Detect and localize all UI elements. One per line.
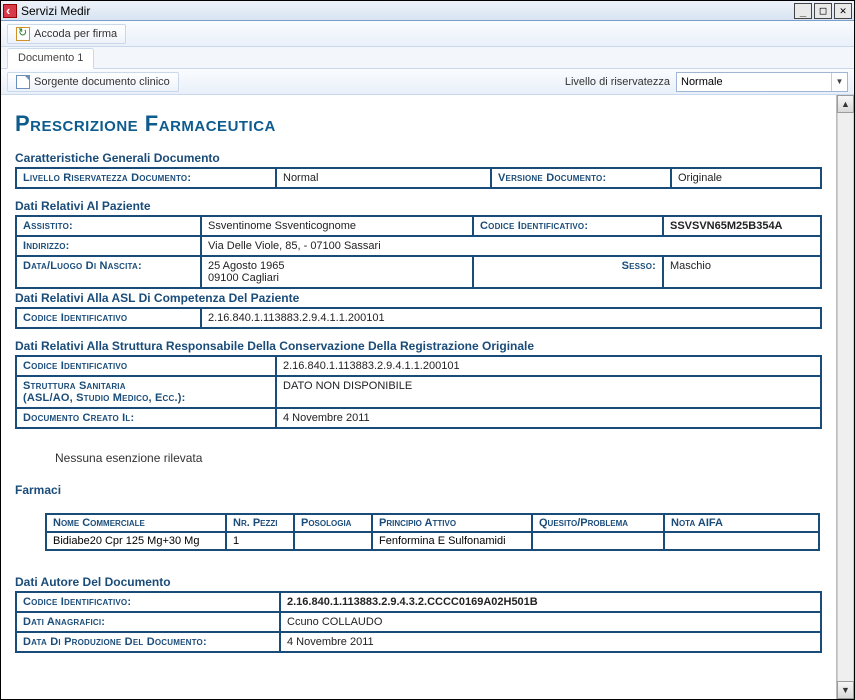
document-pane: Prescrizione Farmaceutica Caratteristich… [1, 95, 854, 699]
close-button[interactable]: ✕ [834, 3, 852, 19]
patient-birth-value: 25 Agosto 1965 09100 Cagliari [201, 256, 473, 288]
author-prod-value: 4 Novembre 2011 [280, 632, 821, 652]
section-farmaci: Farmaci [15, 483, 822, 497]
patient-sex-value: Maschio [663, 256, 821, 288]
asl-codeid-label: Codice Identificativo [16, 308, 201, 328]
author-prod-label: Data Di Produzione Del Documento: [16, 632, 280, 652]
cell-principio: Fenformina E Sulfonamidi [372, 532, 532, 550]
col-pezzi: Nr. Pezzi [226, 514, 294, 532]
confidentiality-value: Normale [681, 76, 723, 88]
source-document-label: Sorgente documento clinico [34, 76, 170, 88]
patient-codeid-label: Codice Identificativo: [473, 216, 663, 236]
scroll-down-button[interactable]: ▼ [837, 681, 854, 699]
patient-sex-label: Sesso: [473, 256, 663, 288]
col-principio: Principio Attivo [372, 514, 532, 532]
section-patient: Dati Relativi Al Paziente [15, 199, 822, 213]
main-toolbar: Accoda per firma [1, 21, 854, 47]
author-anagraf-label: Dati Anagrafici: [16, 612, 280, 632]
struct-sanit-label: Struttura Sanitaria (ASL/AO, Studio Medi… [16, 376, 276, 408]
table-asl: Codice Identificativo 2.16.840.1.113883.… [15, 307, 822, 329]
struct-codeid-label: Codice Identificativo [16, 356, 276, 376]
patient-assistito-label: Assistito: [16, 216, 201, 236]
window-titlebar: Servizi Medir _ □ ✕ [1, 1, 854, 21]
struct-created-value: 4 Novembre 2011 [276, 408, 821, 428]
author-anagraf-value: Ccuno COLLAUDO [280, 612, 821, 632]
col-nome: Nome Commerciale [46, 514, 226, 532]
queue-for-sign-button[interactable]: Accoda per firma [7, 24, 126, 44]
asl-codeid-value: 2.16.840.1.113883.2.9.4.1.1.200101 [201, 308, 821, 328]
section-author: Dati Autore Del Documento [15, 575, 822, 589]
table-row: Documento Creato Il: 4 Novembre 2011 [16, 408, 821, 428]
section-general: Caratteristiche Generali Documento [15, 151, 822, 165]
table-row: Codice Identificativo 2.16.840.1.113883.… [16, 308, 821, 328]
cell-quesito [532, 532, 664, 550]
patient-birth-label: Data/Luogo Di Nascita: [16, 256, 201, 288]
tab-documento-1[interactable]: Documento 1 [7, 48, 94, 69]
queue-icon [16, 27, 30, 41]
table-header-row: Nome Commerciale Nr. Pezzi Posologia Pri… [46, 514, 819, 532]
struct-codeid-value: 2.16.840.1.113883.2.9.4.1.1.200101 [276, 356, 821, 376]
app-icon [3, 4, 17, 18]
confidentiality-select[interactable]: Normale ▼ [676, 72, 848, 92]
table-patient: Assistito: Ssventinome Ssventicognome Co… [15, 215, 822, 289]
cell-nome: Bidiabe20 Cpr 125 Mg+30 Mg [46, 532, 226, 550]
source-document-button[interactable]: Sorgente documento clinico [7, 72, 179, 92]
table-row: Dati Anagrafici: Ccuno COLLAUDO [16, 612, 821, 632]
page-title: Prescrizione Farmaceutica [15, 111, 822, 137]
author-codeid-label: Codice Identificativo: [16, 592, 280, 612]
table-row: Indirizzo: Via Delle Viole, 85, - 07100 … [16, 236, 821, 256]
chevron-down-icon: ▼ [831, 73, 847, 91]
table-row: Codice Identificativo: 2.16.840.1.113883… [16, 592, 821, 612]
queue-label: Accoda per firma [34, 28, 117, 40]
general-version-label: Versione Documento: [491, 168, 671, 188]
patient-assistito-value: Ssventinome Ssventicognome [201, 216, 473, 236]
author-codeid-value: 2.16.840.1.113883.2.9.4.3.2.CCCC0169A02H… [280, 592, 821, 612]
vertical-scrollbar[interactable]: ▲ ▼ [836, 95, 854, 699]
confidentiality-label: Livello di riservatezza [565, 76, 670, 88]
document-content: Prescrizione Farmaceutica Caratteristich… [1, 95, 836, 699]
scroll-track[interactable] [837, 113, 854, 681]
table-row: Assistito: Ssventinome Ssventicognome Co… [16, 216, 821, 236]
struct-created-label: Documento Creato Il: [16, 408, 276, 428]
minimize-button[interactable]: _ [794, 3, 812, 19]
section-asl: Dati Relativi Alla ASL Di Competenza Del… [15, 291, 822, 305]
general-level-value: Normal [276, 168, 491, 188]
struct-sanit-value: DATO NON DISPONIBILE [276, 376, 821, 408]
general-version-value: Originale [671, 168, 821, 188]
cell-pezzi: 1 [226, 532, 294, 550]
document-icon [16, 75, 30, 89]
document-tabs: Documento 1 [1, 47, 854, 69]
table-farmaci: Nome Commerciale Nr. Pezzi Posologia Pri… [45, 513, 820, 551]
document-subbar: Sorgente documento clinico Livello di ri… [1, 69, 854, 95]
maximize-button[interactable]: □ [814, 3, 832, 19]
table-row: Codice Identificativo 2.16.840.1.113883.… [16, 356, 821, 376]
general-level-label: Livello Riservatezza Documento: [16, 168, 276, 188]
window-title: Servizi Medir [21, 4, 90, 18]
table-author: Codice Identificativo: 2.16.840.1.113883… [15, 591, 822, 653]
table-struct: Codice Identificativo 2.16.840.1.113883.… [15, 355, 822, 429]
table-general: Livello Riservatezza Documento: Normal V… [15, 167, 822, 189]
col-posologia: Posologia [294, 514, 372, 532]
col-aifa: Nota AIFA [664, 514, 819, 532]
scroll-up-button[interactable]: ▲ [837, 95, 854, 113]
col-quesito: Quesito/Problema [532, 514, 664, 532]
patient-codeid-value: SSVSVN65M25B354A [663, 216, 821, 236]
cell-aifa [664, 532, 819, 550]
table-row: Livello Riservatezza Documento: Normal V… [16, 168, 821, 188]
table-row: Struttura Sanitaria (ASL/AO, Studio Medi… [16, 376, 821, 408]
patient-indirizzo-label: Indirizzo: [16, 236, 201, 256]
table-row: Data Di Produzione Del Documento: 4 Nove… [16, 632, 821, 652]
table-row: Bidiabe20 Cpr 125 Mg+30 Mg 1 Fenformina … [46, 532, 819, 550]
cell-posologia [294, 532, 372, 550]
patient-indirizzo-value: Via Delle Viole, 85, - 07100 Sassari [201, 236, 821, 256]
table-row: Data/Luogo Di Nascita: 25 Agosto 1965 09… [16, 256, 821, 288]
no-exemption-text: Nessuna esenzione rilevata [55, 451, 822, 465]
section-struct: Dati Relativi Alla Struttura Responsabil… [15, 339, 822, 353]
